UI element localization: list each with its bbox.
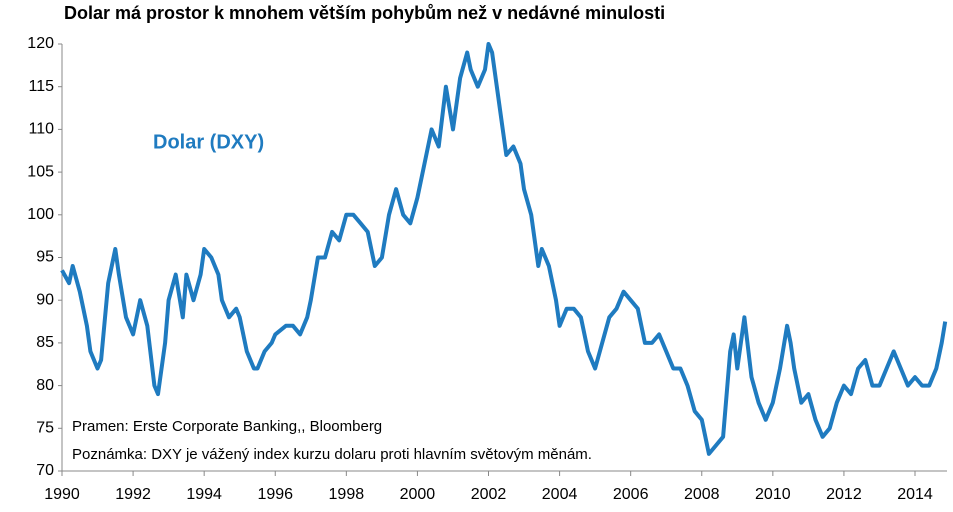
series-line: [60, 42, 948, 456]
y-tick-label: 70: [36, 462, 54, 479]
x-tick-label: 2012: [826, 486, 862, 503]
y-tick-label: 100: [27, 206, 54, 223]
y-tick-label: 120: [27, 35, 54, 52]
y-tick-label: 90: [36, 291, 54, 308]
series-label: Dolar (DXY): [153, 131, 264, 153]
x-tick-label: 1998: [329, 486, 365, 503]
chart-title: Dolar má prostor k mnohem větším pohybům…: [64, 3, 665, 23]
source-note: Pramen: Erste Corporate Banking,, Bloomb…: [72, 418, 382, 435]
note: Poznámka: DXY je vážený index kurzu dola…: [72, 446, 592, 463]
x-tick-label: 1990: [44, 486, 80, 503]
x-tick-label: 2014: [897, 486, 933, 503]
y-tick-label: 75: [36, 420, 54, 437]
y-tick-label: 110: [28, 121, 54, 138]
y-tick-label: 105: [27, 163, 54, 180]
x-tick-label: 1994: [186, 486, 222, 503]
x-tick-label: 2010: [755, 486, 791, 503]
x-tick-label: 2004: [542, 486, 578, 503]
x-tick-label: 2000: [400, 486, 436, 503]
x-tick-label: 2002: [471, 486, 507, 503]
y-tick-label: 115: [28, 78, 54, 95]
x-tick-label: 2006: [613, 486, 649, 503]
x-tick-label: 1996: [257, 486, 293, 503]
y-tick-label: 85: [36, 334, 54, 351]
y-tick-label: 95: [36, 249, 54, 266]
x-tick-label: 1992: [115, 486, 151, 503]
y-tick-label: 80: [36, 377, 54, 394]
x-tick-label: 2008: [684, 486, 720, 503]
